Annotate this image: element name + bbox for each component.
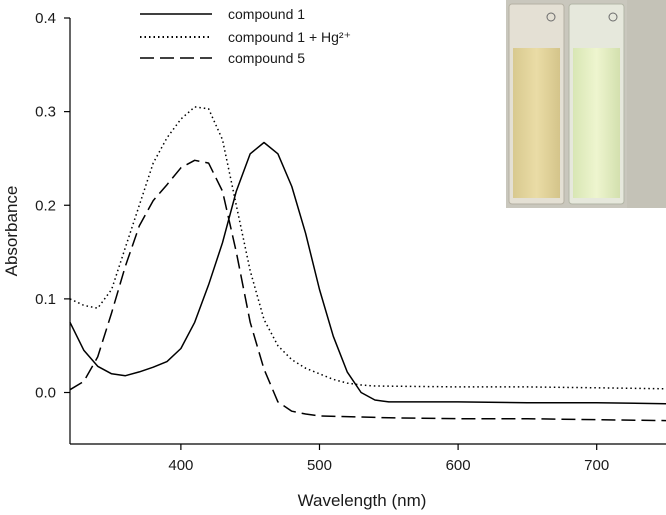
y-tick-label-0: 0.0	[35, 385, 56, 402]
y-tick-label-4: 0.4	[35, 10, 56, 27]
cuvette-left-cap-ring	[546, 12, 556, 22]
x-axis-label: Wavelength (nm)	[298, 491, 427, 510]
y-tick-label-2: 0.2	[35, 197, 56, 214]
x-tick-label-400: 400	[168, 457, 193, 474]
cuvette-right-cap-ring	[608, 12, 618, 22]
series-compound-1-hg	[69, 106, 666, 390]
ticks: 400 500 600 700 0.0 0.1 0.2 0.3 0.4	[35, 10, 609, 474]
x-tick-label-600: 600	[446, 457, 471, 474]
series-compound-1	[69, 141, 666, 405]
y-axis-label: Absorbance	[2, 186, 21, 277]
cuvette-left-solution	[513, 48, 560, 198]
cuvette-right-solution	[573, 48, 620, 198]
x-tick-label-500: 500	[307, 457, 332, 474]
legend-label-compound-5: compound 5	[228, 50, 305, 66]
legend: compound 1 compound 1 + Hg²⁺ compound 5	[140, 6, 351, 66]
series-layer	[69, 106, 666, 422]
legend-label-compound-1: compound 1	[228, 6, 305, 22]
x-tick-label-700: 700	[584, 457, 609, 474]
y-tick-label-3: 0.3	[35, 104, 56, 121]
y-tick-label-1: 0.1	[35, 291, 56, 308]
series-compound-5	[69, 159, 666, 422]
axes	[69, 18, 666, 445]
inset-right-margin	[627, 0, 666, 208]
legend-label-compound-1-hg: compound 1 + Hg²⁺	[228, 29, 351, 45]
cuvette-photo-inset	[506, 0, 666, 208]
